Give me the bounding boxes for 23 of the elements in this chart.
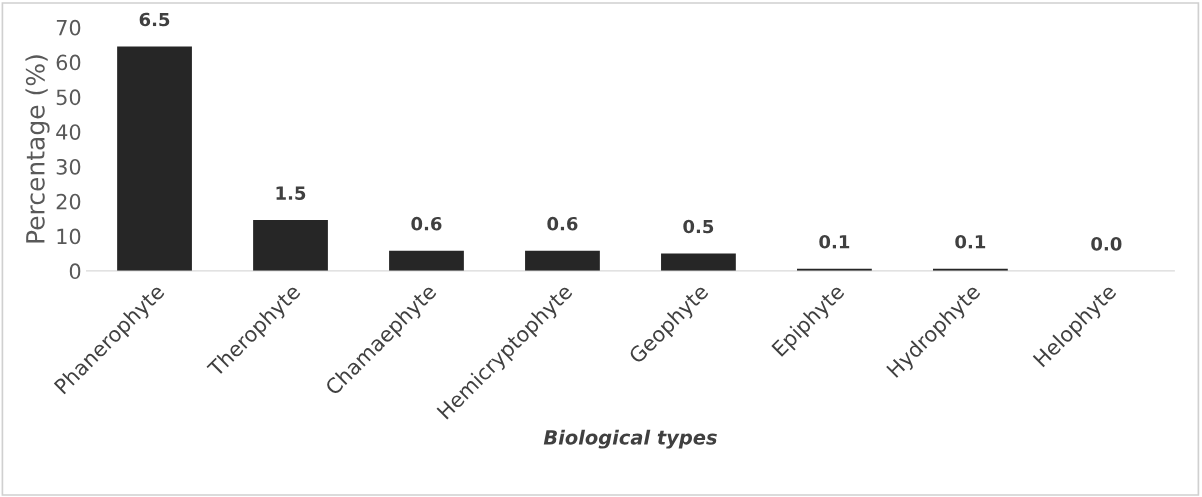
y-tick-label: 70 <box>56 19 81 36</box>
y-tick-label: 10 <box>57 228 81 245</box>
annotation: 0.6 <box>547 216 578 231</box>
y-tick-label: 60 <box>56 54 81 71</box>
y-tick-label: 30 <box>56 158 81 175</box>
annotation: 0.5 <box>683 219 714 234</box>
annotation: 6.5 <box>139 12 170 27</box>
annotation: 0.1 <box>955 234 986 249</box>
y-tick-label: 0 <box>69 263 81 280</box>
y-tick-label: 20 <box>56 193 81 210</box>
annotation: 0.6 <box>411 216 442 231</box>
bar <box>117 46 192 271</box>
bar <box>525 250 600 271</box>
x-axis-title: Biological types <box>543 429 717 449</box>
y-axis-title: Percentage (%) <box>25 55 50 243</box>
bar <box>389 250 464 271</box>
bar <box>253 220 328 271</box>
y-tick-label: 40 <box>56 124 81 140</box>
annotation: 0.0 <box>1091 237 1122 251</box>
y-tick-label: 50 <box>56 89 81 106</box>
annotation: 0.1 <box>819 234 850 249</box>
bar <box>661 253 736 271</box>
annotation: 1.5 <box>276 186 306 200</box>
